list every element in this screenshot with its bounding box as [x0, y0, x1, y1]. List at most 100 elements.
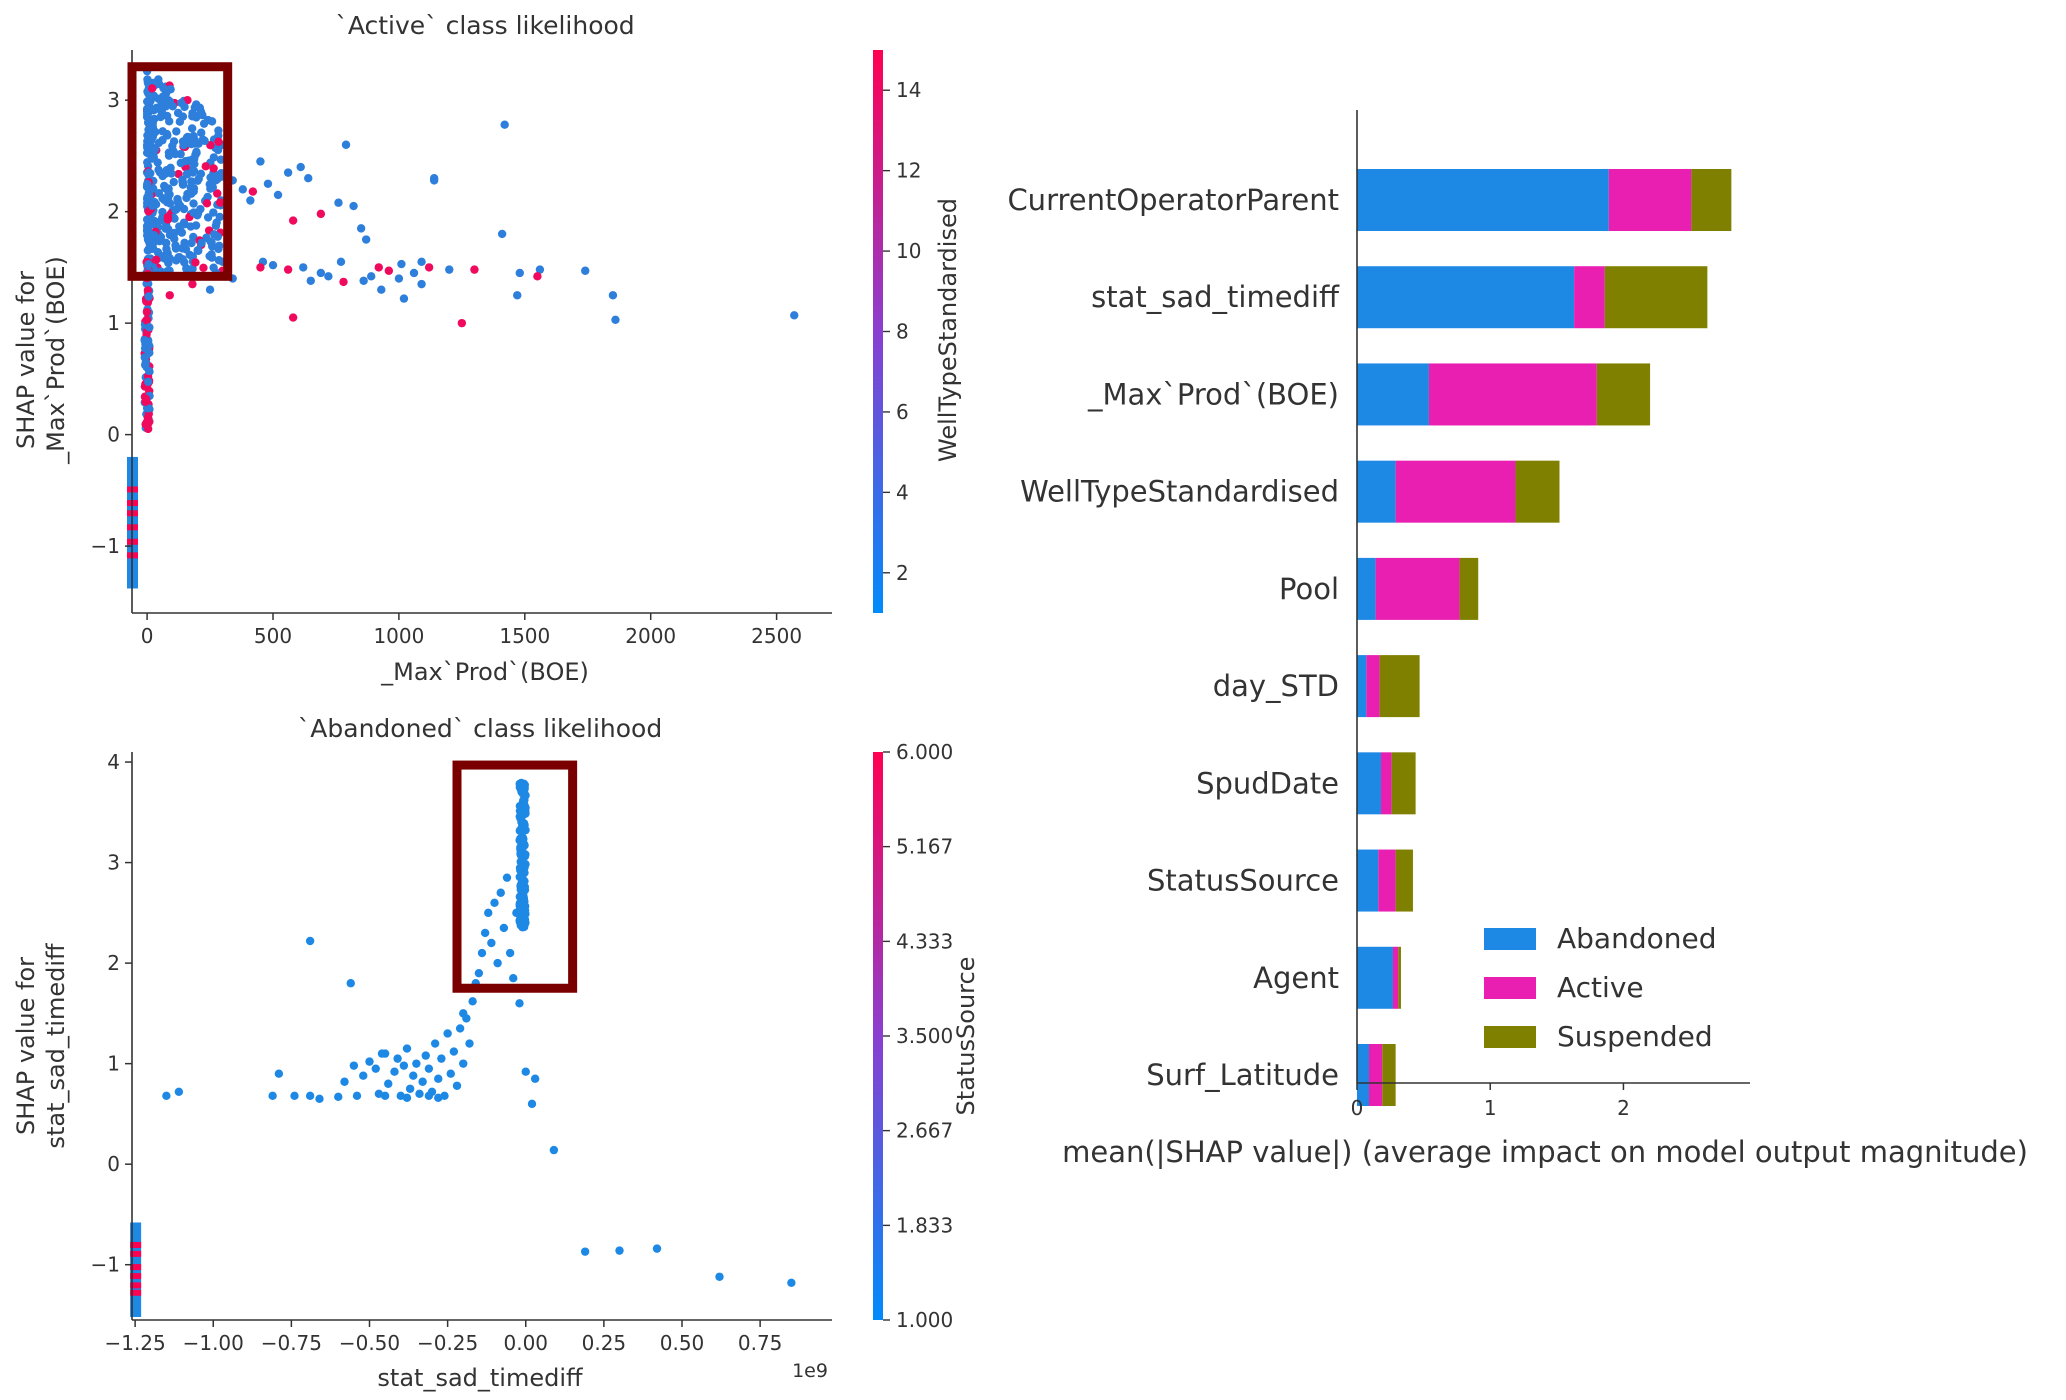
- data-point: [213, 145, 223, 155]
- data-point: [315, 1094, 324, 1104]
- data-point: [181, 156, 190, 166]
- data-point: [145, 91, 154, 101]
- data-point: [163, 248, 172, 258]
- data-point: [194, 246, 203, 255]
- bar-suspended: [1596, 363, 1651, 426]
- data-point: [394, 274, 404, 283]
- data-point: [158, 92, 168, 101]
- data-point: [163, 256, 172, 265]
- data-point: [156, 112, 165, 122]
- data-point: [390, 1067, 399, 1076]
- active-x-axis-label: _Max`Prod`(BOE): [380, 658, 589, 686]
- data-point: [434, 1093, 443, 1103]
- category-label: StatusSource: [1147, 864, 1339, 898]
- x-tick-label: −0.50: [339, 1331, 400, 1355]
- data-point: [334, 198, 343, 207]
- data-point: [207, 117, 217, 126]
- data-point: [145, 323, 154, 332]
- data-point: [449, 1047, 459, 1056]
- data-point: [434, 1074, 443, 1083]
- data-point: [496, 888, 505, 897]
- data-point: [190, 154, 199, 164]
- bar-suspended: [1379, 655, 1420, 718]
- data-point: [305, 936, 315, 946]
- data-point: [429, 176, 439, 185]
- data-point: [384, 1079, 393, 1088]
- data-point: [195, 103, 205, 113]
- bar-active: [1428, 363, 1597, 426]
- legend-label-abandoned: Abandoned: [1557, 922, 1716, 955]
- dense-point-strip-highlight: [130, 1241, 142, 1248]
- data-point: [201, 162, 210, 171]
- data-point: [191, 221, 201, 230]
- data-point: [790, 311, 799, 320]
- data-point: [409, 1071, 418, 1080]
- abandoned-y-axis-label-line1: SHAP value for: [12, 957, 40, 1135]
- active-y-axis-label-line1: SHAP value for: [12, 271, 40, 449]
- data-point: [209, 263, 218, 272]
- data-point: [377, 1049, 387, 1058]
- data-point: [457, 318, 467, 328]
- colorbar-tick-label: 1.833: [896, 1213, 953, 1237]
- bar-abandoned: [1357, 849, 1379, 912]
- active-points-group: [127, 65, 799, 589]
- data-point: [181, 245, 191, 254]
- data-point: [274, 1069, 284, 1078]
- data-point: [530, 1074, 540, 1083]
- data-point: [412, 1059, 421, 1068]
- y-tick-label: 3: [107, 851, 120, 875]
- colorbar-tick-label: 3.500: [896, 1024, 953, 1048]
- colorbar-tick-label: 8: [896, 320, 909, 344]
- bar-active: [1375, 557, 1460, 620]
- data-point: [197, 128, 206, 137]
- data-point: [160, 181, 169, 191]
- y-tick-label: 0: [107, 423, 120, 447]
- dense-point-strip-highlight: [130, 1273, 142, 1280]
- data-point: [144, 366, 154, 376]
- data-point: [263, 179, 273, 188]
- category-label: Agent: [1253, 961, 1339, 995]
- bar-active: [1392, 946, 1399, 1009]
- x-tick-label: 500: [254, 624, 292, 648]
- data-point: [171, 241, 180, 250]
- data-point: [290, 1091, 299, 1101]
- data-point: [520, 841, 529, 850]
- data-point: [147, 84, 157, 93]
- data-point: [147, 244, 157, 254]
- data-point: [516, 826, 525, 836]
- legend-label-active: Active: [1557, 971, 1644, 1004]
- bar-abandoned: [1357, 752, 1381, 815]
- x-tick-label: 2: [1617, 1096, 1630, 1120]
- data-point: [214, 244, 223, 254]
- data-point: [533, 272, 542, 281]
- abandoned-colorbar-label: StatusSource: [952, 957, 980, 1116]
- data-point: [142, 307, 152, 317]
- data-point: [480, 928, 490, 938]
- data-point: [268, 1091, 277, 1101]
- data-point: [182, 193, 191, 203]
- data-point: [142, 417, 152, 427]
- x-tick-label: 1000: [373, 624, 424, 648]
- bar-suspended: [1691, 169, 1732, 231]
- data-point: [170, 214, 179, 223]
- x-tick-label: −1.00: [183, 1331, 244, 1355]
- x-tick-label: −0.25: [417, 1331, 478, 1355]
- data-point: [209, 153, 219, 162]
- active-plot-title: `Active` class likelihood: [335, 11, 634, 40]
- bar-abandoned: [1357, 655, 1367, 718]
- data-point: [443, 1029, 452, 1038]
- data-point: [162, 1091, 171, 1101]
- data-point: [190, 111, 200, 121]
- data-point: [144, 168, 153, 177]
- data-point: [193, 209, 203, 218]
- data-point: [652, 1244, 662, 1253]
- legend-swatch-abandoned: [1484, 928, 1536, 950]
- data-point: [248, 187, 258, 196]
- data-point: [199, 119, 209, 128]
- x-tick-label: 2000: [625, 624, 676, 648]
- abandoned-x-offset-label: 1e9: [792, 1360, 828, 1382]
- data-point: [144, 340, 154, 350]
- bar-suspended: [1395, 849, 1413, 912]
- active-y-axis-label-line2: _Max`Prod`(BOE): [42, 256, 70, 465]
- data-point: [215, 198, 225, 207]
